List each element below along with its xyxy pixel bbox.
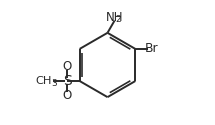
Text: O: O [63,60,72,73]
Text: Br: Br [145,42,159,55]
Text: CH: CH [36,76,52,86]
Text: O: O [63,89,72,102]
Text: NH: NH [106,11,124,24]
Text: 2: 2 [116,15,121,24]
Text: S: S [63,74,72,88]
Text: 3: 3 [51,79,57,88]
